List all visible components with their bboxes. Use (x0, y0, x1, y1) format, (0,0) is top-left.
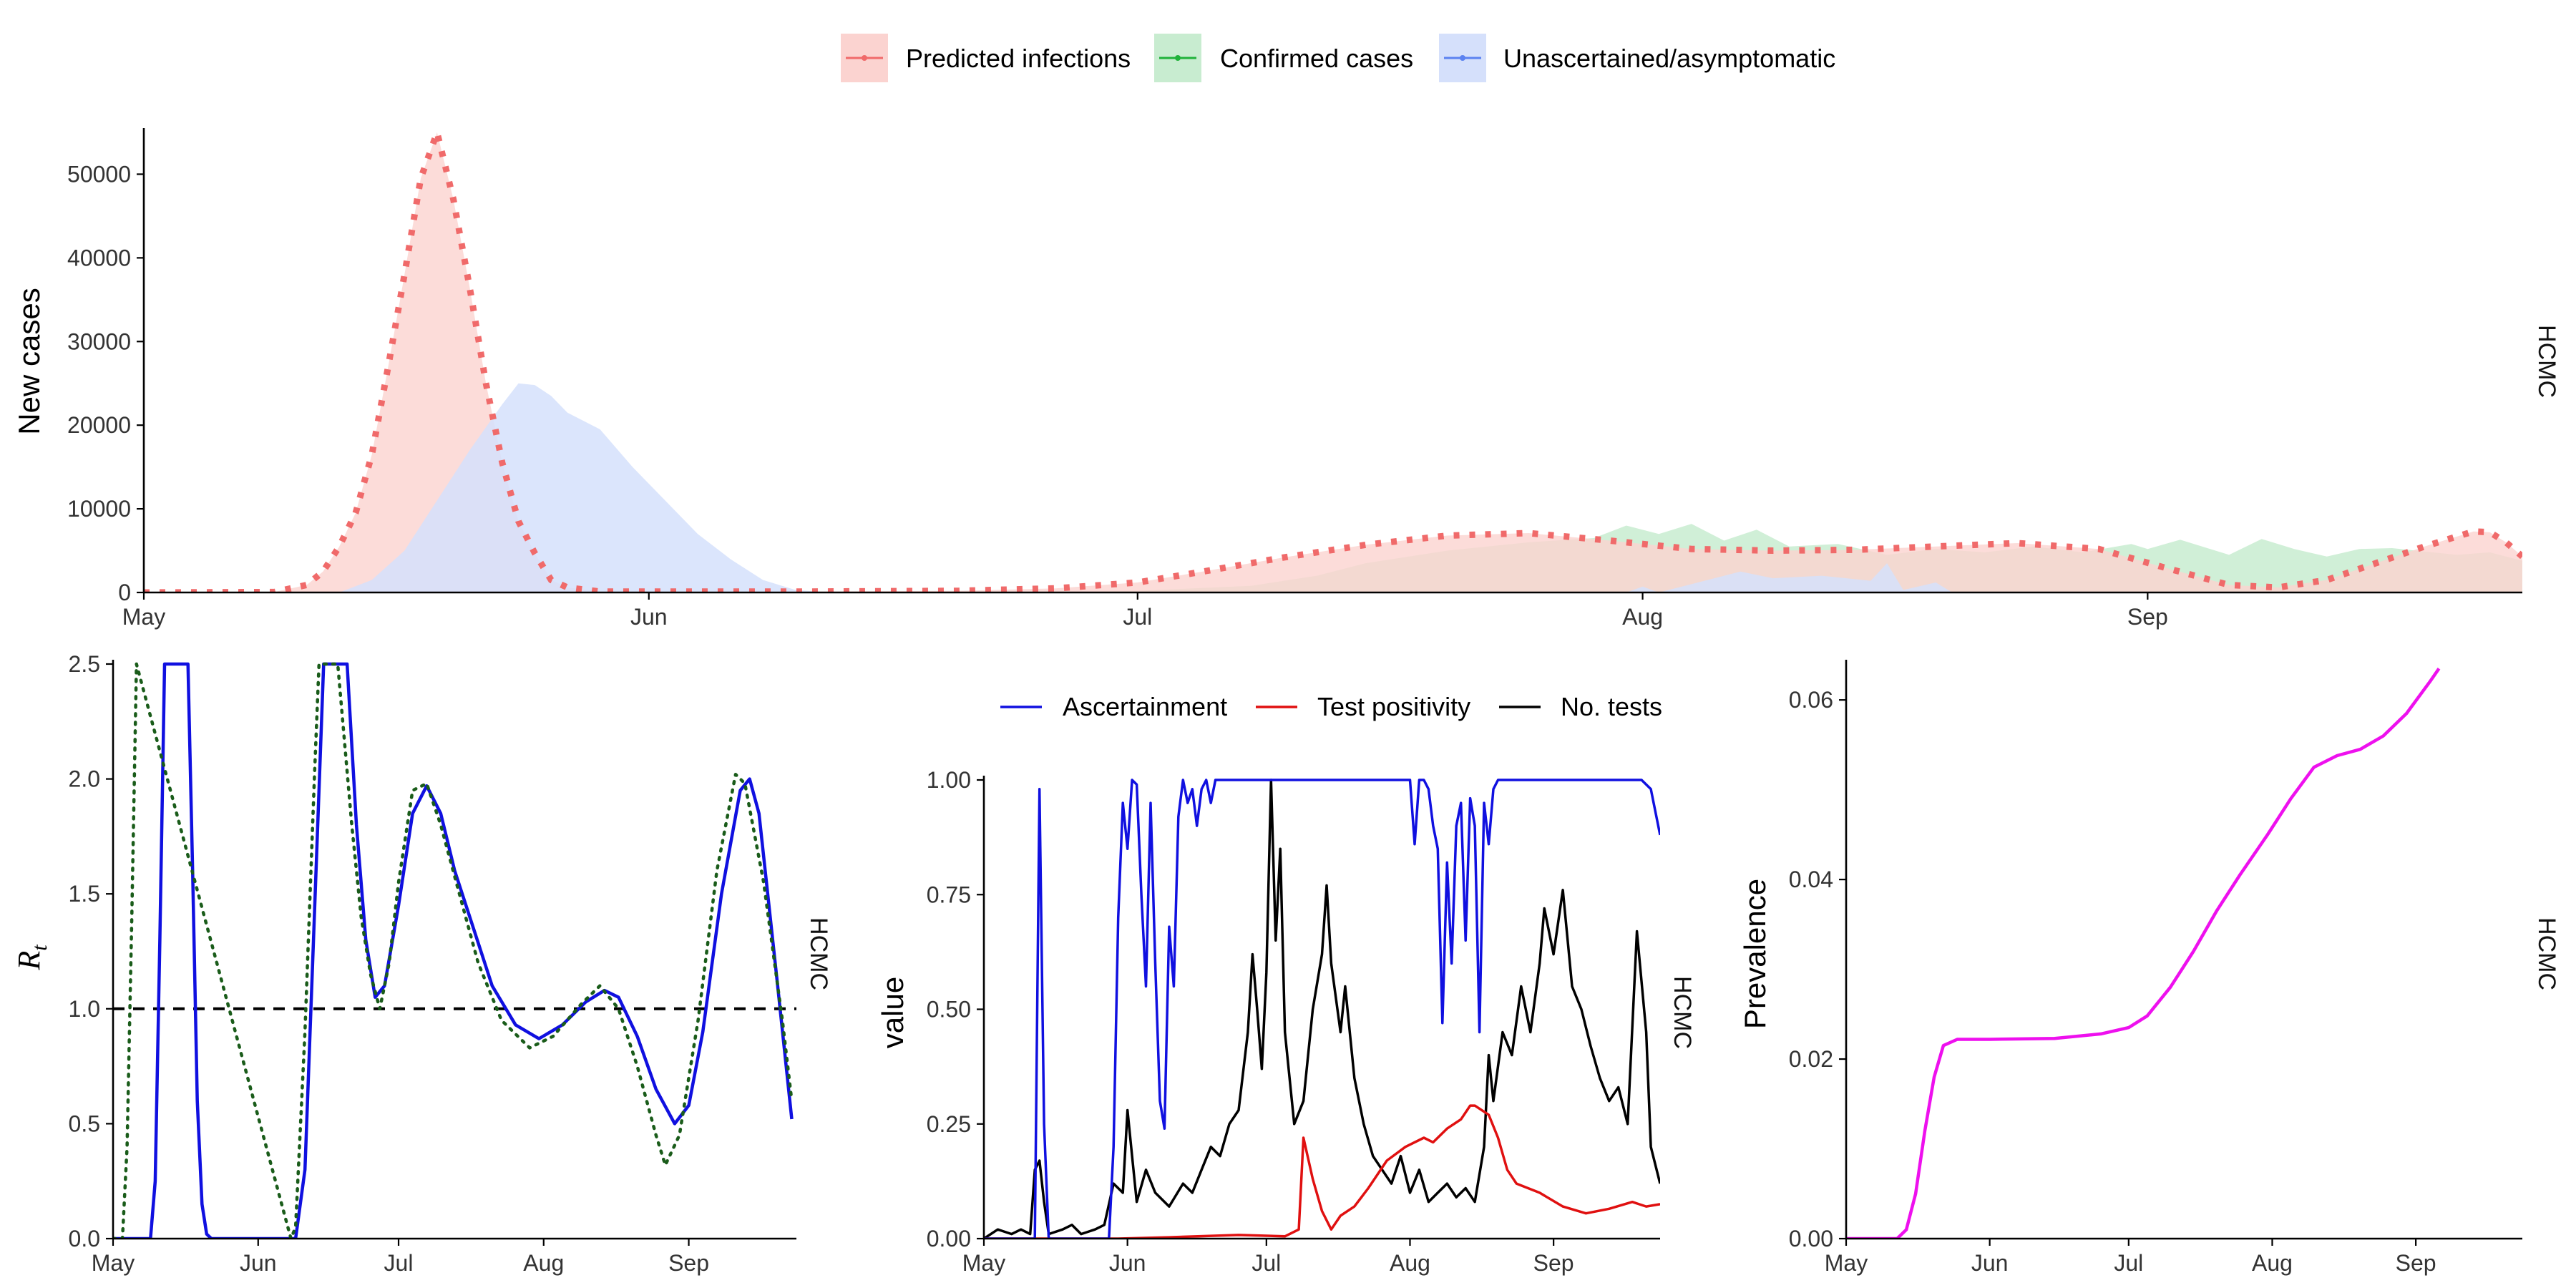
x-tick-label: Jun (1971, 1250, 2009, 1276)
legend-label-unascertained: Unascertained/asymptomatic (1503, 44, 1835, 73)
y-tick-label: 2.5 (69, 651, 100, 677)
x-tick-label: May (962, 1250, 1005, 1276)
y-tick-label: 0.5 (69, 1111, 100, 1136)
panel-rates: Ascertainment Test positivity No. tests … (876, 692, 1696, 1276)
rt-marks (113, 662, 796, 1239)
rates-marks (984, 779, 1660, 1239)
rates-ylabel: value (876, 977, 909, 1048)
new-cases-ylabel: New cases (12, 288, 46, 434)
prevalence-facet-label: HCMC (2533, 917, 2560, 990)
y-tick-label: 10000 (67, 496, 131, 522)
new-cases-axes: 0 10000 20000 30000 40000 50000 May Jun Jul Aug Se… (67, 128, 2522, 630)
prevalence-axes: 0.00 0.02 0.04 0.06 May Jun Jul Aug Sep (1789, 660, 2522, 1276)
x-tick-label: Aug (1390, 1250, 1430, 1276)
legend-label-no-tests: No. tests (1561, 692, 1662, 721)
y-tick-label: 0 (118, 580, 131, 605)
rt-line-solid (113, 662, 794, 1239)
y-tick-label: 0.0 (69, 1226, 100, 1252)
x-tick-label: Jun (630, 604, 668, 630)
x-tick-label: May (1825, 1250, 1868, 1276)
x-tick-label: Aug (2252, 1250, 2293, 1276)
area-predicted-infections (144, 132, 2522, 592)
rates-axes: 0.00 0.25 0.50 0.75 1.00 May Jun Jul Aug Sep (927, 767, 1660, 1276)
line-test-positivity (984, 1104, 1660, 1239)
x-tick-label: Jun (1109, 1250, 1146, 1276)
x-tick-label: Jul (1123, 604, 1152, 630)
panel-rt: 0.0 0.5 1.0 1.5 2.0 2.5 May Jun Jul Aug Sep Rt HCM… (11, 651, 832, 1276)
x-tick-label: Sep (668, 1250, 709, 1276)
y-tick-label: 20000 (67, 412, 131, 438)
x-tick-label: May (122, 604, 165, 630)
y-tick-label: 0.00 (1789, 1226, 1833, 1252)
legend-item-no-tests: No. tests (1499, 692, 1662, 721)
y-tick-label: 1.5 (69, 881, 100, 907)
y-tick-label: 30000 (67, 328, 131, 354)
legend-item-predicted-infections: Predicted infections (841, 34, 1131, 82)
rt-axes: 0.0 0.5 1.0 1.5 2.0 2.5 May Jun Jul Aug Sep (69, 651, 796, 1276)
legend-label-test-positivity: Test positivity (1317, 692, 1470, 721)
prevalence-marks (1846, 668, 2441, 1239)
y-tick-label: 2.0 (69, 766, 100, 792)
rates-legend: Ascertainment Test positivity No. tests (1000, 692, 1662, 721)
legend-item-confirmed-cases: Confirmed cases (1154, 34, 1413, 82)
x-tick-label: Jul (2114, 1250, 2143, 1276)
panel-new-cases: 0 10000 20000 30000 40000 50000 May Jun Jul Aug Se… (12, 128, 2560, 630)
x-tick-label: Jul (1252, 1250, 1281, 1276)
top-legend: Predicted infections Confirmed cases Una… (841, 34, 1835, 82)
new-cases-facet-label: HCMC (2533, 325, 2560, 398)
y-tick-label: 1.00 (927, 767, 971, 793)
legend-item-test-positivity: Test positivity (1256, 692, 1470, 721)
legend-item-unascertained: Unascertained/asymptomatic (1439, 34, 1835, 82)
legend-key-dot-predicted (862, 55, 867, 61)
x-tick-label: Sep (2396, 1250, 2436, 1276)
y-tick-label: 0.75 (927, 882, 971, 907)
rt-ylabel: Rt (11, 945, 52, 971)
rates-facet-label: HCMC (1669, 976, 1696, 1049)
line-prevalence (1846, 668, 2441, 1239)
prevalence-ylabel: Prevalence (1738, 879, 1772, 1029)
line-predicted-infections (144, 130, 2522, 592)
x-tick-label: Sep (2127, 604, 2168, 630)
y-tick-label: 0.25 (927, 1111, 971, 1137)
rt-facet-label: HCMC (805, 917, 832, 990)
panel-prevalence: 0.00 0.02 0.04 0.06 May Jun Jul Aug Sep Prevalen… (1738, 660, 2560, 1276)
legend-label-confirmed-cases: Confirmed cases (1220, 44, 1413, 73)
y-tick-label: 0.06 (1789, 687, 1833, 713)
x-tick-label: Aug (523, 1250, 564, 1276)
area-unascertained-asymptomatic (144, 383, 2522, 592)
line-no-tests (984, 779, 1660, 1239)
line-ascertainment (984, 779, 1660, 1239)
legend-label-predicted-infections: Predicted infections (906, 44, 1131, 73)
x-tick-label: Aug (1622, 604, 1663, 630)
y-tick-label: 40000 (67, 245, 131, 270)
x-tick-label: Jun (240, 1250, 277, 1276)
y-tick-label: 1.0 (69, 996, 100, 1022)
rt-line-dotted (113, 662, 794, 1239)
y-tick-label: 0.04 (1789, 867, 1833, 892)
x-tick-label: May (92, 1250, 135, 1276)
legend-label-ascertainment: Ascertainment (1063, 692, 1227, 721)
legend-item-ascertainment: Ascertainment (1000, 692, 1227, 721)
y-tick-label: 50000 (67, 161, 131, 187)
y-tick-label: 0.50 (927, 997, 971, 1023)
x-tick-label: Sep (1533, 1250, 1574, 1276)
y-tick-label: 0.00 (927, 1226, 971, 1252)
x-tick-label: Jul (384, 1250, 414, 1276)
y-tick-label: 0.02 (1789, 1046, 1833, 1072)
legend-key-dot-unascertained (1460, 55, 1465, 61)
legend-key-dot-confirmed (1175, 55, 1181, 61)
new-cases-marks (144, 130, 2522, 592)
